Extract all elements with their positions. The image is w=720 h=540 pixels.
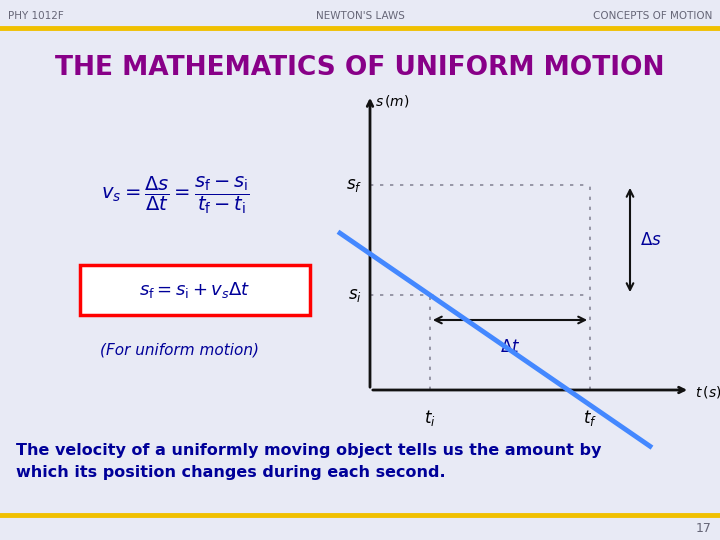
Text: $\Delta t$: $\Delta t$ xyxy=(500,338,521,356)
Text: NEWTON'S LAWS: NEWTON'S LAWS xyxy=(315,11,405,21)
Text: $t\,(s)$: $t\,(s)$ xyxy=(695,384,720,400)
Text: which its position changes during each second.: which its position changes during each s… xyxy=(16,464,446,480)
Text: CONCEPTS OF MOTION: CONCEPTS OF MOTION xyxy=(593,11,712,21)
Text: $\Delta s$: $\Delta s$ xyxy=(640,231,662,249)
Text: $t_i$: $t_i$ xyxy=(424,408,436,428)
Text: $s\,(m)$: $s\,(m)$ xyxy=(375,93,410,109)
Text: $s_{\rm f} = s_{\rm i} + v_s \Delta t$: $s_{\rm f} = s_{\rm i} + v_s \Delta t$ xyxy=(139,280,251,300)
Text: $s_i$: $s_i$ xyxy=(348,286,362,304)
Text: $t_f$: $t_f$ xyxy=(583,408,597,428)
Text: (For uniform motion): (For uniform motion) xyxy=(100,342,259,357)
Text: $s_f$: $s_f$ xyxy=(346,176,362,194)
Text: The velocity of a uniformly moving object tells us the amount by: The velocity of a uniformly moving objec… xyxy=(16,442,601,457)
Text: PHY 1012F: PHY 1012F xyxy=(8,11,64,21)
Text: 17: 17 xyxy=(696,522,712,535)
Bar xyxy=(80,265,310,315)
Text: THE MATHEMATICS OF UNIFORM MOTION: THE MATHEMATICS OF UNIFORM MOTION xyxy=(55,55,665,81)
Text: $v_s = \dfrac{\Delta s}{\Delta t} = \dfrac{s_{\rm f} - s_{\rm i}}{t_{\rm f} - t_: $v_s = \dfrac{\Delta s}{\Delta t} = \dfr… xyxy=(101,174,249,216)
